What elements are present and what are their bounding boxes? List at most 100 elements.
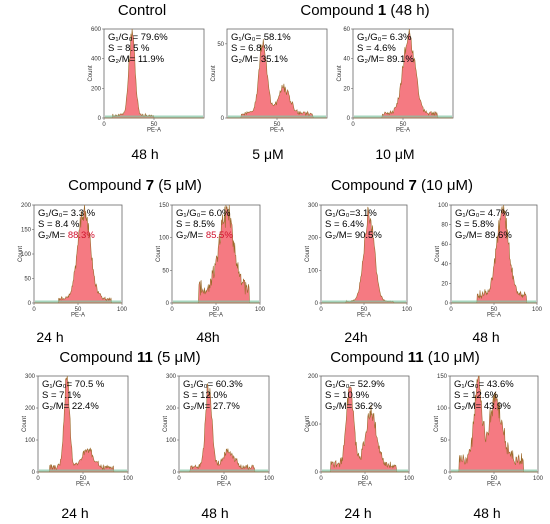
y-tick-label: 100 xyxy=(25,438,36,444)
y-tick-label: 0 xyxy=(347,116,351,122)
y-axis-label: Count xyxy=(18,246,24,262)
title-compound-7-10uM: Compound 7 (10 μM) xyxy=(330,177,474,194)
x-axis-label: PE-A xyxy=(76,482,90,488)
phase-stat: G₂/M= 36.2% xyxy=(325,401,382,412)
y-tick-label: 20 xyxy=(343,86,350,92)
y-tick-label: 200 xyxy=(308,374,319,380)
caption-compound-11-10uM-48h: 48 h xyxy=(473,505,501,521)
phase-stat: G₁/G₀= 6.0% xyxy=(176,208,231,219)
y-tick-label: 40 xyxy=(441,262,448,268)
x-tick-label: 0 xyxy=(36,476,40,482)
x-tick-label: 0 xyxy=(319,476,323,482)
x-axis-label: PE-A xyxy=(487,313,501,319)
y-tick-label: 50 xyxy=(162,268,169,274)
title-compound-1-48h: Compound 1 (48 h) xyxy=(300,2,430,19)
x-axis-label: PE-A xyxy=(71,313,85,319)
y-axis-label: Count xyxy=(88,65,94,81)
y-tick-label: 100 xyxy=(21,252,32,258)
histogram-area xyxy=(38,375,128,473)
x-tick-label: 50 xyxy=(361,307,368,313)
y-tick-label: 50 xyxy=(24,277,31,283)
histogram-compound-7-5uM-48h: 0 50 100 150 0 50 100 PE-A Count G₁/G₀= 6.0%S = 8… xyxy=(156,203,266,319)
y-tick-label: 0 xyxy=(315,470,319,476)
x-tick-label: 0 xyxy=(102,122,106,128)
y-tick-label: 100 xyxy=(159,236,170,242)
baseline-band xyxy=(354,115,452,118)
baseline-band xyxy=(173,300,259,303)
y-axis-label: Count xyxy=(337,65,343,81)
caption-compound-1-5uM: 5 μM xyxy=(252,146,284,162)
phase-stat: S = 6.8 % xyxy=(231,43,273,54)
y-axis-label: Count xyxy=(305,416,311,432)
x-axis-label: PE-A xyxy=(217,482,231,488)
x-tick-label: 100 xyxy=(402,307,413,313)
y-tick-label: 0 xyxy=(444,470,448,476)
x-tick-label: 0 xyxy=(448,476,452,482)
caption-compound-7-10uM-24h: 24h xyxy=(344,329,368,345)
x-tick-label: 0 xyxy=(351,122,355,128)
phase-stat: S = 12.6% xyxy=(454,390,499,401)
x-tick-label: 0 xyxy=(170,307,174,313)
histogram-compound-11-5uM-24h: 0 100 200 300 0 50 100 PE-A Count G₁/G₀= 70.5 %S … xyxy=(22,374,134,488)
baseline-band xyxy=(452,300,536,303)
x-tick-label: 50 xyxy=(151,122,158,128)
caption-compound-11-10uM-24h: 24 h xyxy=(344,505,372,521)
y-tick-label: 60 xyxy=(343,27,350,33)
phase-stat: G₂/M= 35.1% xyxy=(231,54,288,65)
histogram-area xyxy=(451,204,537,304)
phase-stat: G₂/M= 90.5% xyxy=(325,230,382,241)
y-axis-label: Count xyxy=(156,246,162,262)
x-axis-label: PE-A xyxy=(396,128,410,134)
title-compound-11-5uM: Compound 11 (5 μM) xyxy=(59,349,201,366)
phase-stat: G₁/G₀=3.1% xyxy=(325,208,377,219)
x-tick-label: 50 xyxy=(75,307,82,313)
baseline-band xyxy=(105,115,203,118)
y-tick-label: 100 xyxy=(437,406,448,412)
histogram-area xyxy=(34,204,122,304)
x-tick-label: 0 xyxy=(319,307,323,313)
x-tick-label: 100 xyxy=(117,307,128,313)
baseline-band xyxy=(451,469,537,472)
y-tick-label: 40 xyxy=(343,57,350,63)
x-axis-label: PE-A xyxy=(358,482,372,488)
y-tick-label: 100 xyxy=(308,268,319,274)
y-tick-label: 100 xyxy=(308,422,319,428)
phase-stat: G₂/M= 89.6% xyxy=(455,230,512,241)
y-tick-label: 20 xyxy=(441,281,448,287)
phase-stat: G₁/G₀= 70.5 % xyxy=(42,379,105,390)
baseline-band xyxy=(228,115,326,118)
x-axis-label: PE-A xyxy=(147,128,161,134)
phase-stat: S = 7.1% xyxy=(42,390,81,401)
phase-stat: S = 4.6% xyxy=(357,43,396,54)
plot-frame xyxy=(103,28,205,119)
x-axis-label: PE-A xyxy=(487,482,501,488)
caption-control: 48 h xyxy=(131,146,159,162)
baseline-band xyxy=(180,469,268,472)
y-tick-label: 100 xyxy=(166,438,177,444)
y-tick-label: 100 xyxy=(438,203,449,209)
y-tick-label: 0 xyxy=(28,301,32,307)
phase-stat: G₂/M= 43.9% xyxy=(454,401,511,412)
histogram-area xyxy=(172,204,260,304)
y-tick-label: 600 xyxy=(91,27,102,33)
x-axis-label: PE-A xyxy=(209,313,223,319)
phase-stat: G₂/M= 27.7% xyxy=(183,401,240,412)
x-tick-label: 50 xyxy=(274,122,281,128)
y-axis-label: Count xyxy=(305,246,311,262)
y-tick-label: 60 xyxy=(441,242,448,248)
y-tick-label: 80 xyxy=(441,223,448,229)
phase-stat: G₁/G₀= 52.9% xyxy=(325,379,385,390)
y-tick-label: 0 xyxy=(221,116,225,122)
phase-stat: G₂/M= 22.4% xyxy=(42,401,99,412)
y-tick-label: 0 xyxy=(315,301,319,307)
y-tick-label: 50 xyxy=(440,438,447,444)
y-tick-label: 300 xyxy=(308,203,319,209)
phase-stat: S = 6.4% xyxy=(325,219,364,230)
y-axis-label: Count xyxy=(211,65,217,81)
caption-compound-11-5uM-24h: 24 h xyxy=(61,505,89,521)
y-tick-label: 200 xyxy=(21,203,32,209)
caption-compound-7-5uM-48h: 48h xyxy=(196,329,220,345)
y-tick-label: 200 xyxy=(25,406,36,412)
y-tick-label: 300 xyxy=(166,374,177,380)
